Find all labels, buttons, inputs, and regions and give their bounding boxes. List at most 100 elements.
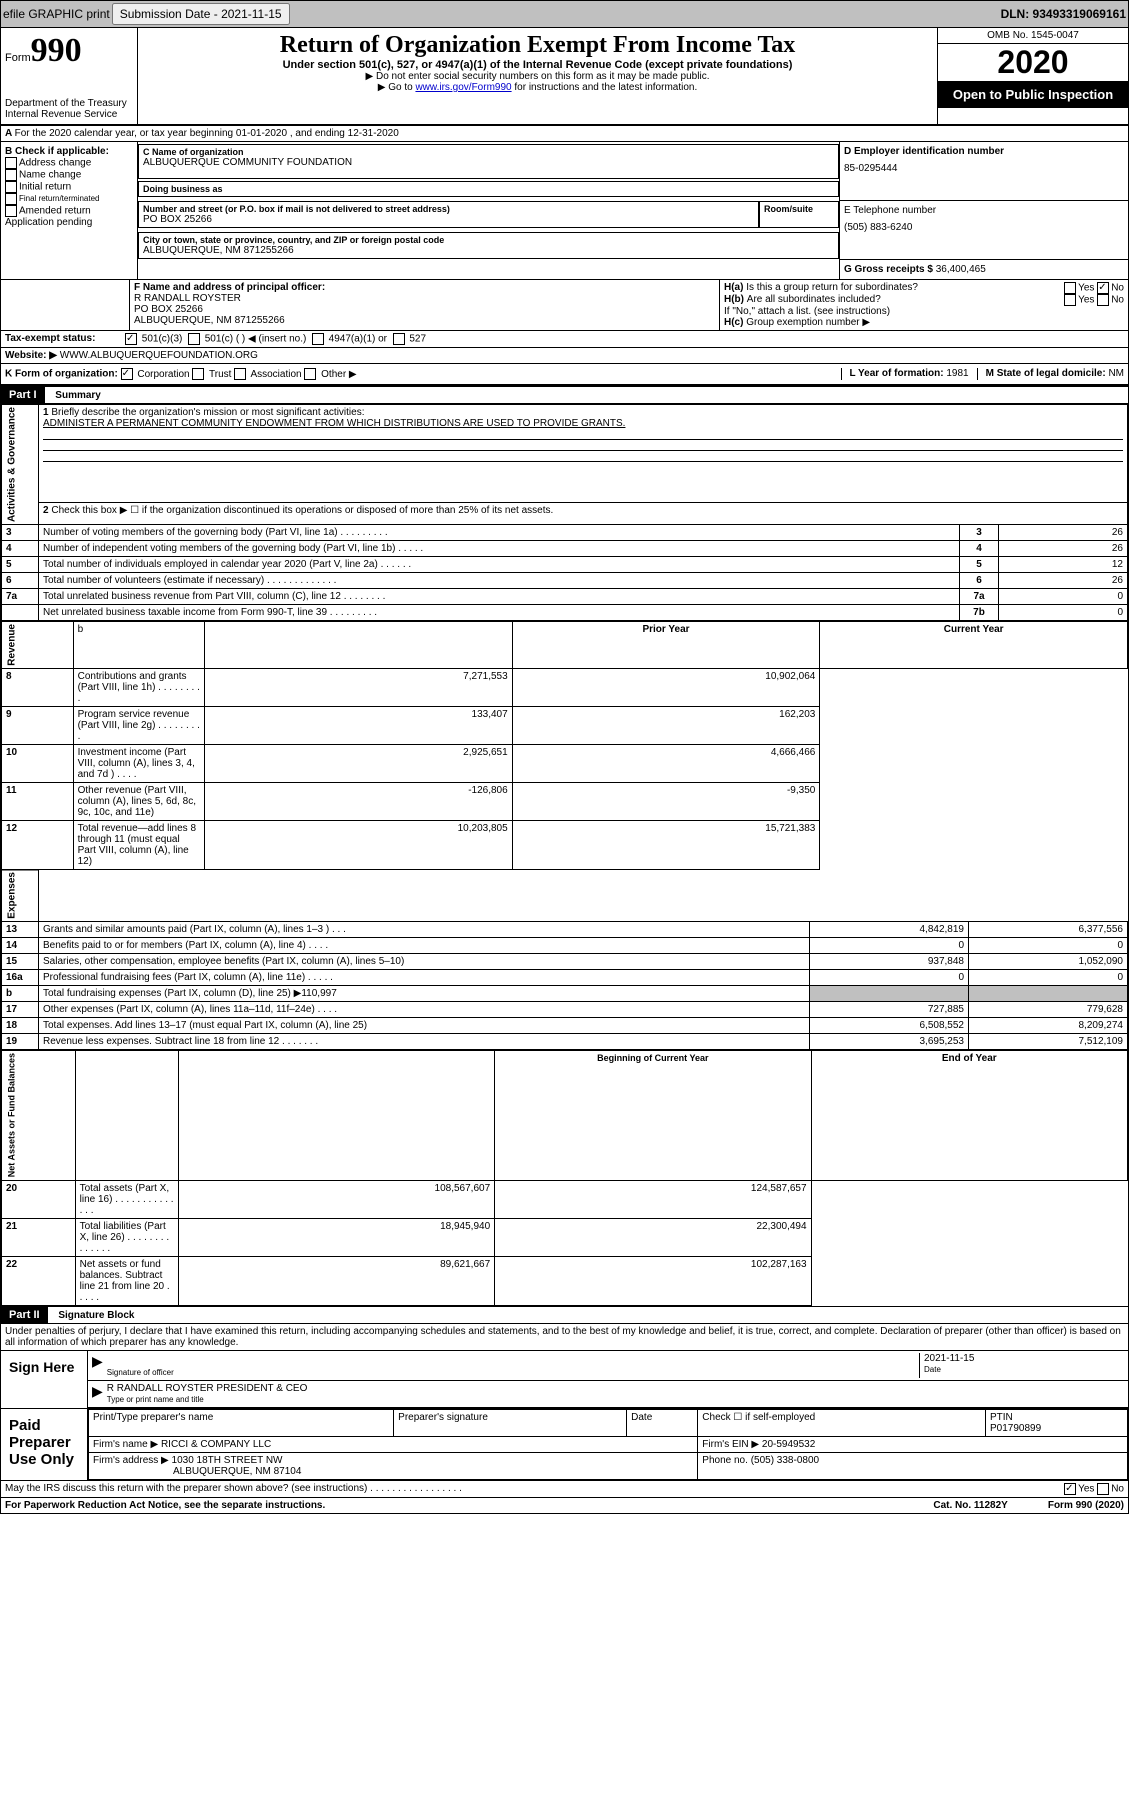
section-c: C Name of organization ALBUQUERQUE COMMU… xyxy=(138,142,839,279)
firm-v: RICCI & COMPANY LLC xyxy=(161,1439,271,1450)
ptin-v: P01790899 xyxy=(990,1423,1041,1434)
phone-val: (505) 883-6240 xyxy=(844,222,1124,233)
hdr-curr: Current Year xyxy=(820,622,1128,669)
hb-label: H(b) xyxy=(724,294,744,306)
signer-name: R RANDALL ROYSTER PRESIDENT & CEO xyxy=(107,1383,308,1394)
b-col: b xyxy=(73,622,204,669)
hdr-end: End of Year xyxy=(811,1051,1127,1180)
faddr2: ALBUQUERQUE, NM 87104 xyxy=(93,1466,301,1477)
hb-no[interactable]: No xyxy=(1097,294,1124,306)
top-toolbar: efile GRAPHIC print Submission Date - 20… xyxy=(1,1,1128,28)
arrow-icon2: ▶ xyxy=(92,1383,103,1405)
cb-final[interactable]: Final return/terminated xyxy=(5,193,133,205)
officer-addr1: PO BOX 25266 xyxy=(134,304,715,315)
faddr-l: Firm's address ▶ xyxy=(93,1455,169,1466)
sigof-label: Signature of officer xyxy=(107,1368,174,1377)
form-subtitle: Under section 501(c), 527, or 4947(a)(1)… xyxy=(142,59,933,71)
addr-label: Number and street (or P.O. box if mail i… xyxy=(143,204,754,214)
cb-trust[interactable]: Trust xyxy=(192,369,231,380)
discuss-text: May the IRS discuss this return with the… xyxy=(5,1483,462,1495)
ha-yes[interactable]: Yes xyxy=(1064,282,1094,294)
discuss-yes[interactable]: Yes xyxy=(1064,1483,1094,1495)
ppsig-l: Preparer's signature xyxy=(394,1409,627,1436)
irs-label: Internal Revenue Service xyxy=(5,109,133,120)
cb-527[interactable]: 527 xyxy=(393,333,426,345)
instructions-link[interactable]: www.irs.gov/Form990 xyxy=(415,82,511,93)
cb-amended[interactable]: Amended return xyxy=(5,205,133,217)
side-net: Net Assets or Fund Balances xyxy=(2,1051,76,1180)
expense-table: Expenses 13Grants and similar amounts pa… xyxy=(1,870,1128,1051)
ptin-l: PTIN xyxy=(990,1412,1013,1423)
section-d-e-g: D Employer identification number 85-0295… xyxy=(839,142,1128,279)
footer-right: Form 990 (2020) xyxy=(1048,1500,1124,1511)
f-label: F Name and address of principal officer: xyxy=(134,282,715,293)
sign-here: Sign Here ▶ Signature of officer 2021-11-1… xyxy=(1,1350,1128,1408)
part2-hdr: Part II xyxy=(1,1307,48,1323)
footer-left: For Paperwork Reduction Act Notice, see … xyxy=(5,1500,325,1511)
cb-pending[interactable]: Application pending xyxy=(5,217,133,228)
b-label: B Check if applicable: xyxy=(5,146,133,157)
efile-label: efile GRAPHIC print xyxy=(3,7,110,21)
cb-addr[interactable]: Address change xyxy=(5,157,133,169)
typename-label: Type or print name and title xyxy=(107,1395,204,1404)
org-name: ALBUQUERQUE COMMUNITY FOUNDATION xyxy=(143,157,834,168)
cb-assoc[interactable]: Association xyxy=(234,369,301,380)
hc-label: H(c) xyxy=(724,317,743,328)
ha-no[interactable]: No xyxy=(1097,282,1124,294)
ha-label: H(a) xyxy=(724,282,743,294)
paid-label: Paid Preparer Use Only xyxy=(1,1409,88,1480)
org-city: ALBUQUERQUE, NM 871255266 xyxy=(143,245,834,256)
g-label: G Gross receipts $ xyxy=(844,264,933,275)
sigdate: 2021-11-15 xyxy=(924,1353,974,1364)
hb-yes[interactable]: Yes xyxy=(1064,294,1094,306)
city-label: City or town, state or province, country… xyxy=(143,235,834,245)
footer: For Paperwork Reduction Act Notice, see … xyxy=(1,1497,1128,1513)
part1-title: Summary xyxy=(47,390,101,401)
website-val: WWW.ALBUQUERQUEFOUNDATION.ORG xyxy=(60,350,258,361)
cb-other[interactable]: Other ▶ xyxy=(304,369,356,380)
l2: Check this box ▶ ☐ if the organization d… xyxy=(51,505,553,516)
submission-date-btn[interactable]: Submission Date - 2021-11-15 xyxy=(112,3,290,25)
cb-name[interactable]: Name change xyxy=(5,169,133,181)
cb-initial[interactable]: Initial return xyxy=(5,181,133,193)
cb-4947[interactable]: 4947(a)(1) or xyxy=(312,333,387,345)
summary-table: Activities & Governance 1 Briefly descri… xyxy=(1,404,1128,621)
revenue-table: Revenue b Prior Year Current Year 8Contr… xyxy=(1,621,1128,870)
cb-corp[interactable]: Corporation xyxy=(121,369,190,380)
d-label: D Employer identification number xyxy=(844,146,1124,157)
gross-val: 36,400,465 xyxy=(936,264,986,275)
ppname-l: Print/Type preparer's name xyxy=(89,1409,394,1436)
cb-501c[interactable]: 501(c) ( ) ◀ (insert no.) xyxy=(188,333,306,345)
phone-l: Phone no. xyxy=(702,1455,748,1466)
ppcheck[interactable]: Check ☐ if self-employed xyxy=(698,1409,986,1436)
cb-501c3[interactable]: 501(c)(3) xyxy=(125,333,182,345)
open-public: Open to Public Inspection xyxy=(938,81,1128,108)
org-addr: PO BOX 25266 xyxy=(143,214,754,225)
l-label: L Year of formation: xyxy=(850,368,944,379)
e-label: E Telephone number xyxy=(844,205,1124,216)
i-label: Tax-exempt status: xyxy=(5,333,125,345)
instr1: ▶ Do not enter social security numbers o… xyxy=(142,71,933,82)
period-a: A For the 2020 calendar year, or tax yea… xyxy=(1,126,1128,142)
phone-v: (505) 338-0800 xyxy=(751,1455,819,1466)
h-note: If "No," attach a list. (see instruction… xyxy=(724,306,1124,317)
discuss-no[interactable]: No xyxy=(1097,1483,1124,1495)
form-number: Form990 xyxy=(5,32,133,70)
part2-title: Signature Block xyxy=(50,1310,134,1321)
section-b: B Check if applicable: Address change Na… xyxy=(1,142,138,279)
part1-header: Part I Summary xyxy=(1,386,1128,404)
c-name-label: C Name of organization xyxy=(143,147,834,157)
hdr-beg: Beginning of Current Year xyxy=(495,1051,811,1180)
section-b-to-g: B Check if applicable: Address change Na… xyxy=(1,142,1128,279)
omb-label: OMB No. 1545-0047 xyxy=(938,28,1128,44)
ein-val: 85-0295444 xyxy=(844,163,1124,174)
footer-mid: Cat. No. 11282Y xyxy=(933,1500,1007,1511)
section-klm: K Form of organization: Corporation Trus… xyxy=(1,364,1128,386)
date-label: Date xyxy=(924,1365,941,1374)
dept-label: Department of the Treasury xyxy=(5,98,133,109)
section-j: Website: ▶ WWW.ALBUQUERQUEFOUNDATION.ORG xyxy=(1,348,1128,364)
sign-label: Sign Here xyxy=(1,1351,88,1408)
ein-l: Firm's EIN ▶ xyxy=(702,1439,759,1450)
section-i: Tax-exempt status: 501(c)(3) 501(c) ( ) … xyxy=(1,331,1128,348)
ein-v: 20-5949532 xyxy=(762,1439,815,1450)
